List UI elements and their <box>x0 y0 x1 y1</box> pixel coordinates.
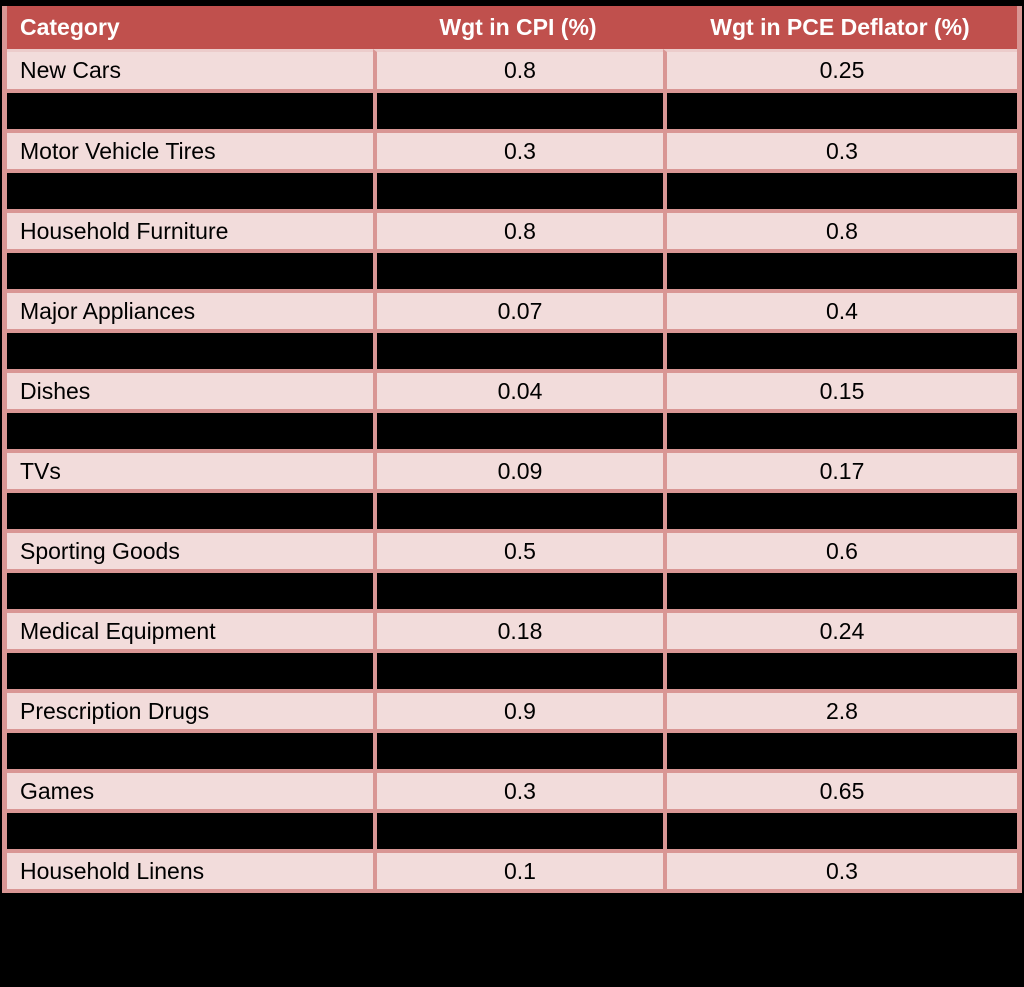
cpi-pce-weights-table: Category Wgt in CPI (%) Wgt in PCE Defla… <box>7 6 1017 889</box>
table-row: Prescription Drugs 0.9 2.8 <box>7 689 1017 729</box>
redacted-row <box>7 569 1017 609</box>
cell-cpi: 0.3 <box>373 769 663 809</box>
redacted-cell <box>663 89 1017 129</box>
redacted-cell <box>7 409 373 449</box>
redacted-cell <box>7 89 373 129</box>
table-header: Category Wgt in CPI (%) Wgt in PCE Defla… <box>7 6 1017 49</box>
table-row: Games 0.3 0.65 <box>7 769 1017 809</box>
cell-cpi: 0.9 <box>373 689 663 729</box>
redacted-cell <box>7 249 373 289</box>
cell-cpi: 0.1 <box>373 849 663 889</box>
column-header-category: Category <box>7 6 373 49</box>
redacted-cell <box>663 169 1017 209</box>
cell-pce: 0.4 <box>663 289 1017 329</box>
table-row: TVs 0.09 0.17 <box>7 449 1017 489</box>
cell-cpi: 0.04 <box>373 369 663 409</box>
cell-category: Household Furniture <box>7 209 373 249</box>
redacted-cell <box>7 569 373 609</box>
cell-cpi: 0.8 <box>373 209 663 249</box>
redacted-row <box>7 89 1017 129</box>
cell-pce: 0.15 <box>663 369 1017 409</box>
table-row: Major Appliances 0.07 0.4 <box>7 289 1017 329</box>
redacted-cell <box>7 649 373 689</box>
header-row: Category Wgt in CPI (%) Wgt in PCE Defla… <box>7 6 1017 49</box>
table-row: Dishes 0.04 0.15 <box>7 369 1017 409</box>
cell-pce: 0.65 <box>663 769 1017 809</box>
cell-cpi: 0.3 <box>373 129 663 169</box>
cell-cpi: 0.8 <box>373 49 663 89</box>
redacted-row <box>7 729 1017 769</box>
redacted-cell <box>373 249 663 289</box>
redacted-cell <box>7 489 373 529</box>
cell-pce: 2.8 <box>663 689 1017 729</box>
cell-pce: 0.6 <box>663 529 1017 569</box>
column-header-wgt-pce-deflator: Wgt in PCE Deflator (%) <box>663 6 1017 49</box>
table-row: Medical Equipment 0.18 0.24 <box>7 609 1017 649</box>
redacted-cell <box>373 89 663 129</box>
redacted-row <box>7 649 1017 689</box>
redacted-cell <box>663 569 1017 609</box>
cell-category: Dishes <box>7 369 373 409</box>
redacted-row <box>7 409 1017 449</box>
cell-category: New Cars <box>7 49 373 89</box>
cell-pce: 0.24 <box>663 609 1017 649</box>
table-body: New Cars 0.8 0.25 Motor Vehicle Tires 0.3 0.3… <box>7 49 1017 889</box>
redacted-cell <box>373 329 663 369</box>
redacted-cell <box>373 729 663 769</box>
table-row: New Cars 0.8 0.25 <box>7 49 1017 89</box>
cell-category: Prescription Drugs <box>7 689 373 729</box>
redacted-cell <box>373 489 663 529</box>
redacted-row <box>7 489 1017 529</box>
cell-pce: 0.3 <box>663 129 1017 169</box>
cell-cpi: 0.18 <box>373 609 663 649</box>
cell-category: Household Linens <box>7 849 373 889</box>
redacted-cell <box>663 649 1017 689</box>
redacted-cell <box>7 169 373 209</box>
cell-category: Games <box>7 769 373 809</box>
redacted-row <box>7 169 1017 209</box>
cell-category: Medical Equipment <box>7 609 373 649</box>
cell-category: Motor Vehicle Tires <box>7 129 373 169</box>
redacted-cell <box>663 809 1017 849</box>
redacted-cell <box>7 329 373 369</box>
cell-pce: 0.3 <box>663 849 1017 889</box>
redacted-cell <box>373 409 663 449</box>
redacted-cell <box>663 729 1017 769</box>
redacted-cell <box>373 809 663 849</box>
cell-category: Sporting Goods <box>7 529 373 569</box>
cell-category: TVs <box>7 449 373 489</box>
redacted-cell <box>7 809 373 849</box>
cell-cpi: 0.09 <box>373 449 663 489</box>
redacted-cell <box>7 729 373 769</box>
table-row: Motor Vehicle Tires 0.3 0.3 <box>7 129 1017 169</box>
table-row: Sporting Goods 0.5 0.6 <box>7 529 1017 569</box>
table-row: Household Furniture 0.8 0.8 <box>7 209 1017 249</box>
cell-pce: 0.17 <box>663 449 1017 489</box>
cell-category: Major Appliances <box>7 289 373 329</box>
redacted-row <box>7 809 1017 849</box>
redacted-cell <box>373 569 663 609</box>
table-row: Household Linens 0.1 0.3 <box>7 849 1017 889</box>
redacted-cell <box>663 409 1017 449</box>
column-header-wgt-cpi: Wgt in CPI (%) <box>373 6 663 49</box>
redacted-cell <box>373 649 663 689</box>
redacted-cell <box>373 169 663 209</box>
cell-cpi: 0.5 <box>373 529 663 569</box>
cell-pce: 0.8 <box>663 209 1017 249</box>
cell-pce: 0.25 <box>663 49 1017 89</box>
redacted-row <box>7 249 1017 289</box>
cell-cpi: 0.07 <box>373 289 663 329</box>
redacted-row <box>7 329 1017 369</box>
table-frame: Category Wgt in CPI (%) Wgt in PCE Defla… <box>2 6 1022 893</box>
redacted-cell <box>663 329 1017 369</box>
redacted-cell <box>663 489 1017 529</box>
redacted-cell <box>663 249 1017 289</box>
